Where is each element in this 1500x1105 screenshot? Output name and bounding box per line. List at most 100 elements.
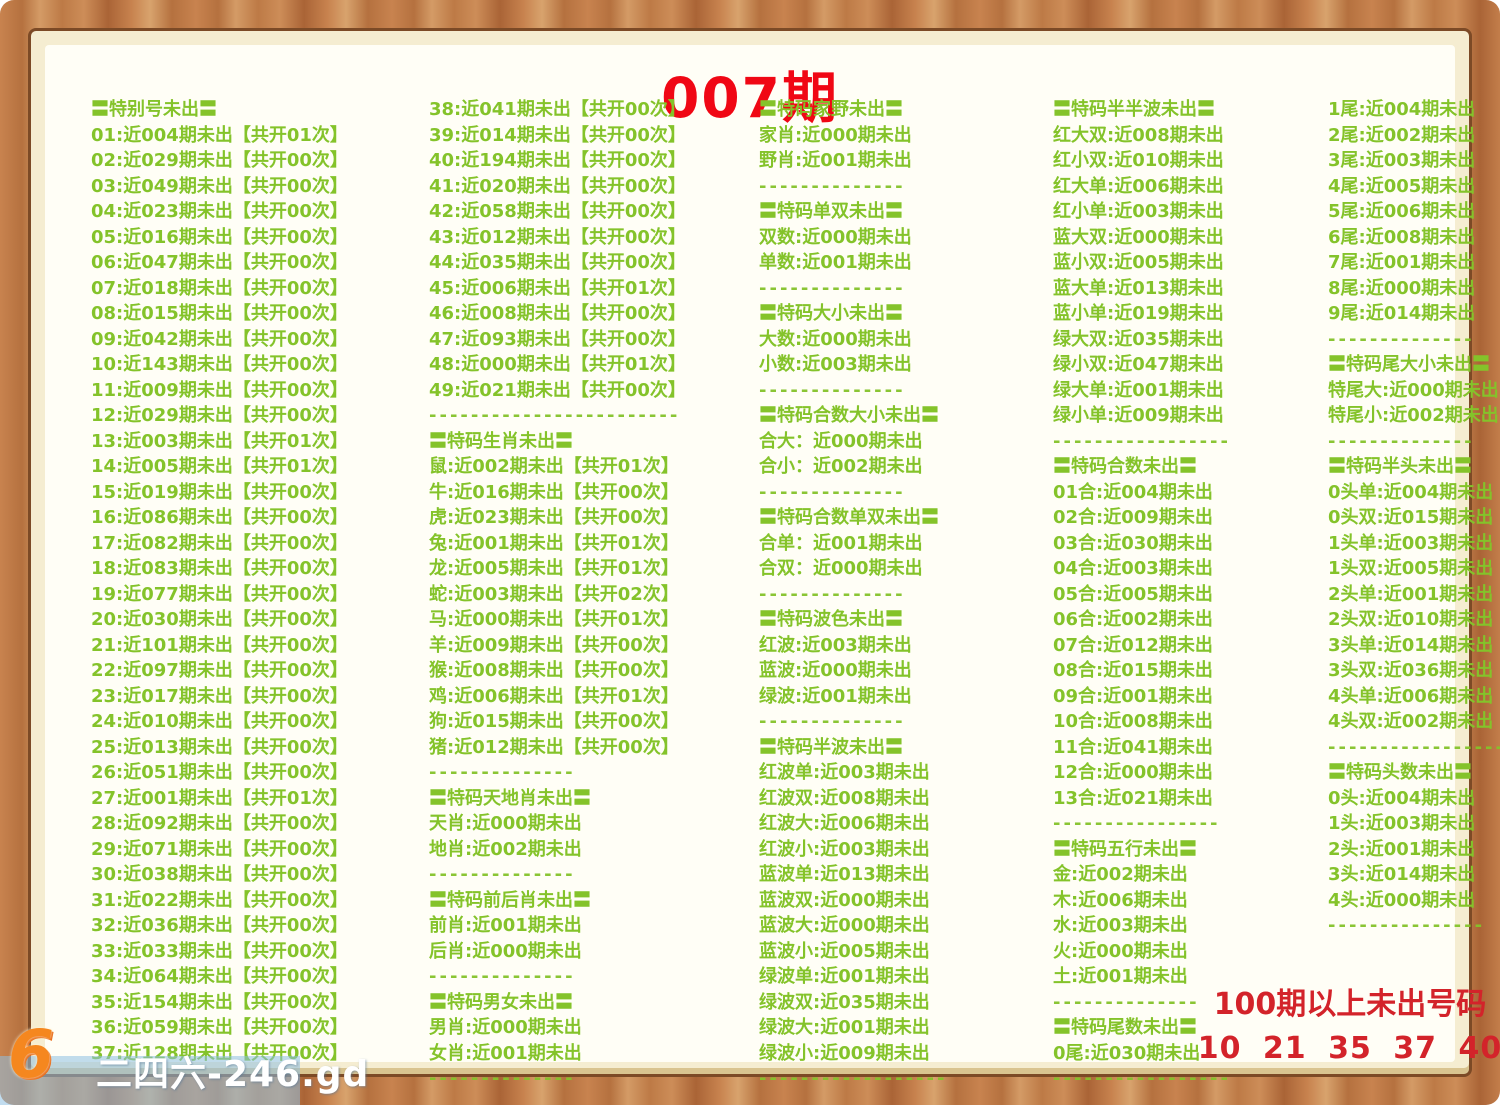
stat-line: 蓝小双:近005期未出 [1053, 252, 1224, 273]
stat-line: 49:近021期未出【共开00次】 [429, 379, 686, 401]
stat-line: 绿波小:近009期未出 [759, 1042, 930, 1064]
stat-line: 29:近071期未出【共开00次】 [91, 838, 348, 860]
stat-line: 兔:近001期未出【共开01次】 [429, 532, 679, 554]
stat-line: 18:近083期未出【共开00次】 [91, 558, 348, 579]
stat-line: 07:近018期未出【共开00次】 [91, 277, 348, 299]
section-header: 〓特码半头未出〓 [1328, 456, 1472, 477]
stat-line: 2头双:近010期未出 [1328, 609, 1494, 630]
stat-line: 12合:近000期未出 [1053, 762, 1213, 783]
stat-line: 猴:近008期未出【共开00次】 [429, 660, 679, 681]
stat-line: 47:近093期未出【共开00次】 [429, 328, 686, 350]
stat-line: 女肖:近001期未出 [429, 1042, 582, 1064]
stat-line: 35:近154期未出【共开00次】 [91, 991, 348, 1013]
stat-line: 3头双:近036期未出 [1328, 660, 1494, 681]
stat-line: 02合:近009期未出 [1053, 507, 1213, 528]
section-header: 〓特码单双未出〓 [759, 201, 903, 222]
stat-line: 野肖:近001期未出 [759, 150, 912, 171]
stat-line: 30:近038期未出【共开00次】 [91, 864, 348, 885]
stat-line: 3头单:近014期未出 [1328, 634, 1494, 656]
stat-line: 22:近097期未出【共开00次】 [91, 660, 348, 681]
stat-line: 05合:近005期未出 [1053, 583, 1213, 605]
stat-line: 33:近033期未出【共开00次】 [91, 940, 348, 962]
stat-line: 大数:近000期未出 [759, 328, 912, 350]
stat-line: 金:近002期未出 [1053, 864, 1188, 885]
section-divider: ------------------ [759, 1068, 948, 1089]
stat-line: 17:近082期未出【共开00次】 [91, 532, 348, 554]
stat-line: 绿大单:近001期未出 [1053, 379, 1224, 401]
stat-line: 3头:近014期未出 [1328, 864, 1476, 885]
stat-line: 猪:近012期未出【共开00次】 [429, 736, 679, 758]
stat-line: 1尾:近004期未出 [1328, 99, 1476, 120]
section-header: 〓特码天地肖未出〓 [429, 787, 591, 809]
section-header: 〓特码合数单双未出〓 [759, 507, 939, 528]
stat-column: 38:近041期未出【共开00次】 39:近014期未出【共开00次】 40:近19… [429, 97, 686, 1092]
stat-line: 28:近092期未出【共开00次】 [91, 813, 348, 834]
stat-line: 1头双:近005期未出 [1328, 558, 1494, 579]
stat-line: 蓝波:近000期未出 [759, 660, 912, 681]
section-header: 〓特码半波未出〓 [759, 736, 903, 758]
section-divider: -------------- [1328, 328, 1475, 350]
stat-line: 43:近012期未出【共开00次】 [429, 226, 686, 248]
stat-line: 32:近036期未出【共开00次】 [91, 915, 348, 936]
stat-line: 09:近042期未出【共开00次】 [91, 328, 348, 350]
stat-line: 蓝波小:近005期未出 [759, 940, 930, 962]
stat-line: 01:近004期未出【共开01次】 [91, 124, 348, 146]
stat-line: 后肖:近000期未出 [429, 940, 582, 962]
section-divider: -------------- [1053, 991, 1200, 1013]
stat-line: 羊:近009期未出【共开00次】 [429, 634, 679, 656]
stat-line: 红大单:近006期未出 [1053, 175, 1224, 197]
stat-line: 5尾:近006期未出 [1328, 201, 1476, 222]
stat-line: 39:近014期未出【共开00次】 [429, 124, 686, 146]
inner-mat: 007期 〓特别号未出〓 01:近004期未出【共开01次】 02:近029期未出【… [28, 28, 1500, 1089]
stat-line: 03:近049期未出【共开00次】 [91, 175, 348, 197]
stat-line: 7尾:近001期未出 [1328, 252, 1476, 273]
stat-line: 木:近006期未出 [1053, 889, 1188, 911]
stat-line: 虎:近023期未出【共开00次】 [429, 507, 679, 528]
watermark-text: 二四六-246.gd [96, 1054, 370, 1095]
section-header: 〓特码头数未出〓 [1328, 762, 1472, 783]
stat-line: 红大双:近008期未出 [1053, 124, 1224, 146]
stat-line: 08合:近015期未出 [1053, 660, 1213, 681]
stat-line: 鸡:近006期未出【共开01次】 [429, 685, 679, 707]
stat-line: 火:近000期未出 [1053, 940, 1188, 962]
overdue-numbers-highlight: 100期以上未出号码 10 21 35 37 40 [1195, 983, 1500, 1071]
stat-line: 06:近047期未出【共开00次】 [91, 252, 348, 273]
section-divider: -------------- [429, 864, 576, 885]
stat-line: 26:近051期未出【共开00次】 [91, 762, 348, 783]
stat-line: 绿波双:近035期未出 [759, 991, 930, 1013]
section-divider: -------------- [429, 966, 576, 987]
stat-line: 男肖:近000期未出 [429, 1017, 582, 1038]
stat-line: 红波:近003期未出 [759, 634, 912, 656]
stat-line: 蓝波双:近000期未出 [759, 889, 930, 911]
stat-line: 9尾:近014期未出 [1328, 303, 1476, 324]
stat-line: 42:近058期未出【共开00次】 [429, 201, 686, 222]
stat-line: 双数:近000期未出 [759, 226, 912, 248]
stat-line: 40:近194期未出【共开00次】 [429, 150, 686, 171]
stat-line: 45:近006期未出【共开01次】 [429, 277, 686, 299]
stat-line: 蓝小单:近019期未出 [1053, 303, 1224, 324]
stat-line: 01合:近004期未出 [1053, 481, 1213, 503]
section-header: 〓特码尾大小未出〓 [1328, 354, 1490, 375]
stat-line: 合大：近000期未出 [759, 430, 923, 452]
stat-line: 05:近016期未出【共开00次】 [91, 226, 348, 248]
stat-line: 前肖:近001期未出 [429, 915, 582, 936]
section-divider: --------------- [1328, 915, 1486, 936]
stat-line: 24:近010期未出【共开00次】 [91, 711, 348, 732]
stat-line: 06合:近002期未出 [1053, 609, 1213, 630]
stat-line: 4尾:近005期未出 [1328, 175, 1476, 197]
section-header: 〓特码前后肖未出〓 [429, 889, 591, 911]
stat-line: 合小：近002期未出 [759, 456, 923, 477]
section-header: 〓特码大小未出〓 [759, 303, 903, 324]
stat-line: 马:近000期未出【共开01次】 [429, 609, 679, 630]
overdue-numbers-label: 100期以上未出号码 [1213, 987, 1487, 1022]
section-divider: -------------- [759, 711, 906, 732]
stat-line: 蓝大单:近013期未出 [1053, 277, 1224, 299]
stat-line: 25:近013期未出【共开00次】 [91, 736, 348, 758]
stat-line: 07合:近012期未出 [1053, 634, 1213, 656]
stat-line: 13合:近021期未出 [1053, 787, 1213, 809]
stat-line: 红波单:近003期未出 [759, 762, 930, 783]
stat-line: 11合:近041期未出 [1053, 736, 1213, 758]
stat-line: 20:近030期未出【共开00次】 [91, 609, 348, 630]
stat-line: 4头双:近002期未出 [1328, 711, 1494, 732]
